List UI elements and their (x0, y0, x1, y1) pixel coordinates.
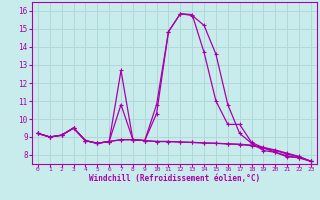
X-axis label: Windchill (Refroidissement éolien,°C): Windchill (Refroidissement éolien,°C) (89, 174, 260, 183)
